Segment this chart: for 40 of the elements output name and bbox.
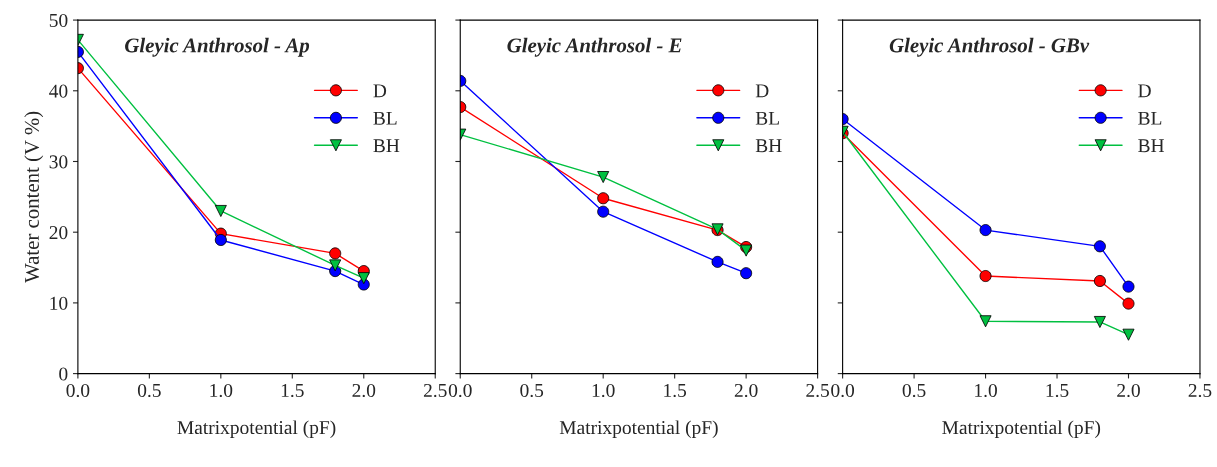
y-tick-label: 40 — [49, 84, 68, 98]
x-tick-label: 0.0 — [66, 383, 90, 398]
y-tick-label: 20 — [49, 226, 68, 240]
legend-label: D — [373, 84, 387, 98]
text: Gleyic Anthrosol - E — [507, 37, 682, 57]
x-axis-title: Matrixpotential (pF) — [177, 420, 336, 439]
x-tick-label: 1.5 — [664, 383, 687, 398]
y-tick-label: 50 — [49, 13, 68, 28]
x-tick-label: 2.5 — [423, 383, 447, 398]
x-tick-label: 1.5 — [1046, 383, 1069, 398]
y-tick-label: 10 — [50, 296, 68, 310]
x-tick-label: 0.5 — [902, 383, 926, 398]
x-tick-label: 2.0 — [734, 383, 758, 398]
y-tick-label: 0 — [59, 367, 68, 381]
legend-label: BL — [373, 111, 397, 125]
legend-label: BH — [755, 139, 782, 153]
legend-label: BH — [1138, 139, 1165, 153]
x-tick-label: 0.0 — [448, 383, 472, 398]
x-tick-label: 0.0 — [831, 383, 855, 398]
x-tick-label: 2.5 — [1188, 383, 1212, 398]
x-axis-title: Matrixpotential (pF) — [559, 420, 718, 439]
legend-label: BL — [755, 111, 779, 125]
x-tick-label: 2.0 — [1117, 383, 1140, 398]
x-tick-label: 1.0 — [210, 383, 233, 398]
y-tick-label: 30 — [49, 155, 68, 169]
x-tick-label: 0.5 — [137, 383, 161, 398]
x-tick-label: 2.5 — [806, 383, 829, 398]
y-axis-title: Water content (V %) — [24, 111, 44, 283]
x-tick-label: 1.5 — [281, 383, 304, 398]
legend-label: BH — [373, 139, 400, 153]
x-tick-label: 1.0 — [975, 383, 997, 398]
x-axis-title: Matrixpotential (pF) — [942, 420, 1101, 439]
legend-label: D — [1138, 84, 1151, 98]
legend-label: BL — [1138, 111, 1162, 125]
x-tick-label: 1.0 — [592, 383, 615, 398]
text: Gleyic Anthrosol - Ap — [125, 37, 310, 57]
x-tick-label: 0.5 — [520, 383, 544, 398]
text: Gleyic Anthrosol - GBv — [889, 37, 1090, 57]
legend-label: D — [755, 84, 769, 98]
x-tick-label: 2.0 — [352, 383, 376, 398]
